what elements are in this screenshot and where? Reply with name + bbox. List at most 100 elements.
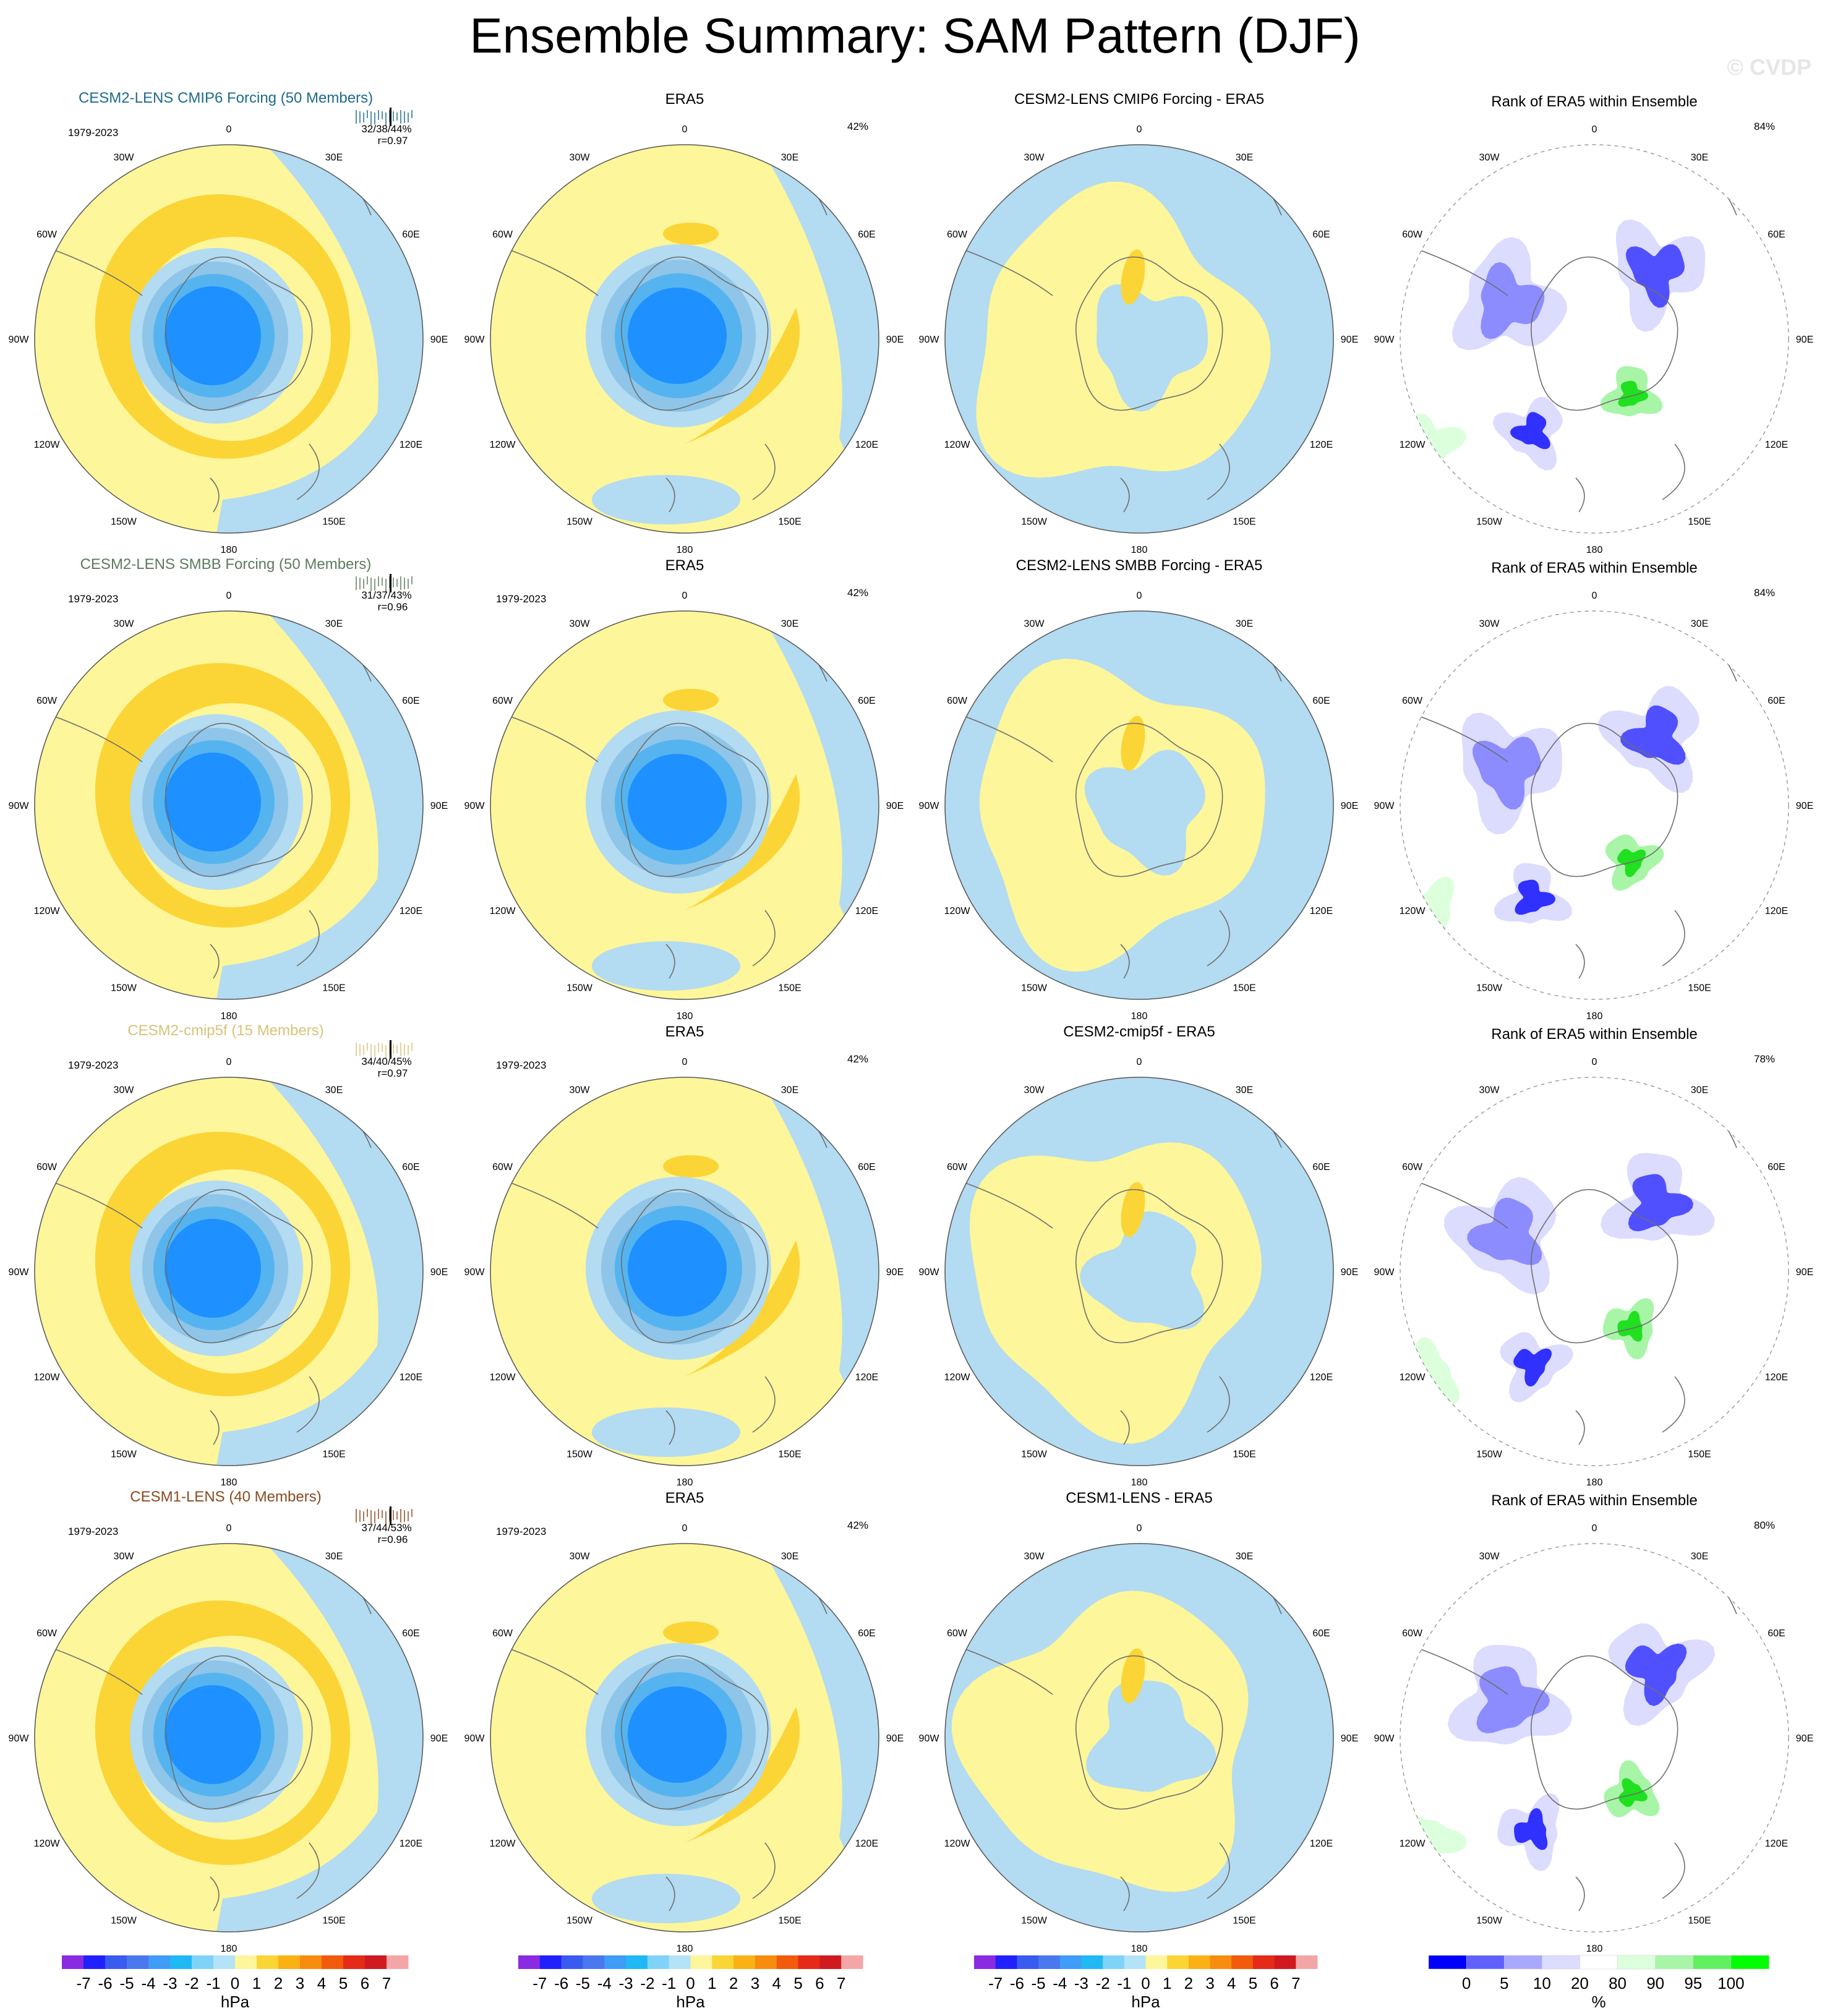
meridian-label: 0 [1592,1523,1597,1534]
colorbar-tick-label: -5 [119,1974,134,1993]
rank-pct: 84% [1754,121,1775,132]
meridian-label: 60E [858,696,875,706]
meridian-label: 0 [1137,124,1142,135]
colorbar-swatch [192,1955,214,1969]
colorbar-tick-label: -4 [1053,1974,1067,1993]
meridian-label: 0 [1592,591,1597,601]
colorbar-swatch [1038,1955,1061,1969]
meridian-label: 0 [1137,1057,1142,1067]
meridian-label: 60E [402,229,419,240]
meridian-label: 30W [570,1552,591,1562]
obs-variance-pct: 42% [847,1519,868,1531]
south-america-coastline [953,246,1053,296]
colorbar-tick-label: 4 [1227,1974,1236,1993]
colorbar-rank: 0 5 10 20 80 90 95 100% [1428,1955,1769,2011]
colorbar-unit: % [1591,1993,1606,2011]
colorbar-tick-label: 4 [317,1974,326,1993]
colorbar-tick-label: 90 [1646,1974,1664,1993]
colorbar-swatch [626,1955,648,1969]
antarctica-coastline [1075,256,1223,411]
period-label: 1979-2023 [68,127,118,139]
rank-pct: 84% [1754,587,1775,599]
model-panel: 0 30E 60E 90E 120E 150E 180 150W 120W 90W 60W 30W CE… [9,1022,448,1488]
meridian-label: 60E [402,696,419,706]
colorbar-tick-label: -3 [619,1974,633,1993]
colorbar-tick-label: -1 [662,1974,676,1993]
meridian-label: 120W [490,1839,516,1849]
colorbar-tick-label: 5 [339,1974,348,1993]
colorbar-swatch [213,1955,236,1969]
south-america-coastline [43,1644,143,1695]
colorbar-hpa: -7 -6 -5 -4 -3 -2 -1 0 1 2 3 4 5 6 7 hPa [62,1955,409,2011]
meridian-label: 0 [682,1057,688,1067]
antarctica-coastline [165,1189,313,1344]
meridian-label: 120E [400,1372,422,1383]
meridian-label: 90E [430,1267,448,1278]
new-zealand-coastline [1575,944,1585,979]
colorbar-tick-label: -2 [184,1974,199,1993]
meridian-label: 30E [1691,153,1708,163]
colorbar-swatch [690,1955,712,1969]
meridian-label: 60W [36,1162,58,1172]
colorbar-swatch [1274,1955,1296,1969]
colorbar-tick-label: -6 [554,1974,568,1993]
south-america-coastline [43,1178,143,1229]
difference-panel-title: CESM2-LENS CMIP6 Forcing - ERA5 [1014,91,1264,108]
colorbar-swatch [1252,1955,1275,1969]
colorbar-swatch [105,1955,127,1969]
australia-coastline [1662,1376,1685,1433]
meridian-label: 150W [1476,1915,1503,1926]
colorbar-swatch [1580,1955,1618,1970]
meridian-label: 150W [1021,1915,1048,1926]
new-zealand-coastline [665,1410,675,1445]
colorbar-swatch [387,1955,409,1969]
antarctica-coastline [1530,256,1678,411]
model-panel: 0 30E 60E 90E 120E 150E 180 150W 120W 90W 60W 30W CE… [9,556,448,1022]
meridian-label: 150E [1233,983,1255,993]
new-zealand-coastline [1120,477,1130,513]
colorbar-swatch [1210,1955,1232,1969]
new-zealand-coastline [665,477,675,513]
rank-panel: 0 30E 60E 90E 120E 150E 180 150W 120W 90W 60W 30W Ra… [1374,560,1814,1022]
meridian-label: 180 [677,1477,693,1488]
pattern-stats: 31/37/43% [361,589,411,601]
colorbar-swatch [1017,1955,1039,1969]
model-panel: 0 30E 60E 90E 120E 150E 180 150W 120W 90W 60W 30W CE… [9,1489,448,1954]
meridian-label: 180 [221,1944,237,1954]
colorbar-swatch [1167,1955,1189,1969]
colorbar-swatch [841,1955,863,1969]
meridian-label: 90E [1796,335,1813,345]
rank-pct: 78% [1754,1053,1775,1065]
meridian-label: 150W [1476,983,1503,993]
meridian-label: 60E [1312,696,1330,706]
pattern-correlation: r=0.96 [378,1534,408,1545]
colorbar-swatch [647,1955,670,1969]
obs-period-label: 1979-2023 [496,593,546,605]
meridian-label: 150W [567,1915,593,1926]
australia-coastline [752,1376,776,1433]
meridian-label: 0 [226,124,232,135]
meridian-label: 60W [947,1162,968,1172]
colorbar-swatch [170,1955,192,1969]
colorbar-swatch [1542,1955,1581,1970]
colorbar-tick-label: -7 [988,1974,1003,1993]
meridian-label: 120W [1400,906,1426,916]
south-america-coastline [498,1644,599,1695]
australia-coastline [752,910,776,967]
meridian-label: 60W [947,1628,968,1639]
figure-row: 0 30E 60E 90E 120E 150E 180 150W 120W 90W 60W 30W CE… [9,556,1814,1022]
colorbar-tick-label: -5 [1032,1974,1046,1993]
model-panel-title: CESM2-LENS SMBB Forcing (50 Members) [80,556,372,573]
colorbar-swatch [604,1955,626,1969]
australia-coastline [296,443,320,500]
meridian-label: 90W [919,335,940,345]
meridian-label: 90W [919,801,940,811]
meridian-label: 120E [400,906,422,916]
colorbar-unit: hPa [221,1993,250,2011]
colorbar-tick-label: 7 [1291,1974,1300,1993]
rank-panel-title: Rank of ERA5 within Ensemble [1491,1492,1698,1509]
colorbar-tick-label: 20 [1571,1974,1589,1993]
meridian-label: 180 [1131,1011,1148,1022]
south-america-coastline [1408,1644,1508,1695]
